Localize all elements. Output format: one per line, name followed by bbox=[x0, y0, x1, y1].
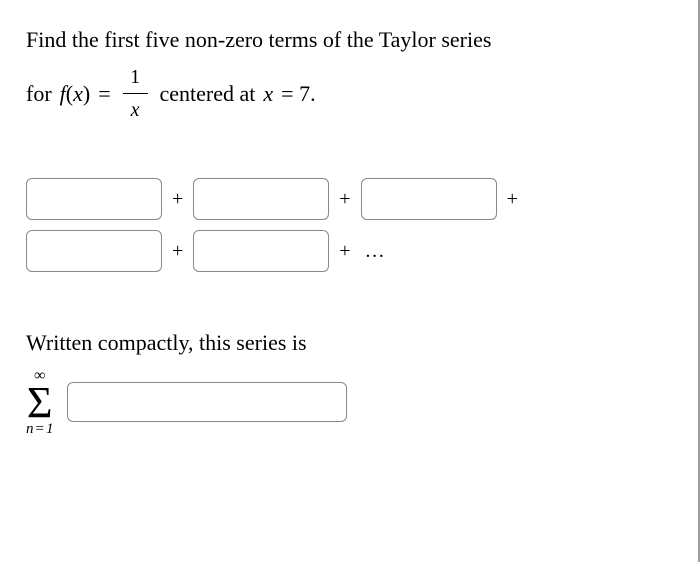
terms-area: + + + + + … bbox=[26, 178, 672, 272]
plus-1: + bbox=[168, 188, 187, 211]
plus-3: + bbox=[503, 188, 522, 211]
series-formula-input[interactable] bbox=[67, 382, 347, 422]
sigma-one: 1 bbox=[46, 421, 54, 437]
sigma-notation: ∞ Σ n=1 bbox=[26, 368, 53, 436]
term-input-3[interactable] bbox=[361, 178, 497, 220]
for-text: for bbox=[26, 76, 52, 111]
fraction-denominator: x bbox=[123, 93, 148, 126]
sigma-symbol: Σ bbox=[27, 384, 53, 421]
eq-value: = 7. bbox=[281, 76, 315, 111]
terms-row-2: + + … bbox=[26, 230, 672, 272]
terms-row-1: + + + bbox=[26, 178, 672, 220]
term-input-5[interactable] bbox=[193, 230, 329, 272]
term-input-2[interactable] bbox=[193, 178, 329, 220]
sigma-row: ∞ Σ n=1 bbox=[26, 368, 672, 436]
centered-text: centered at bbox=[160, 76, 256, 111]
plus-5: + bbox=[335, 240, 354, 263]
plus-2: + bbox=[335, 188, 354, 211]
written-compactly-label: Written compactly, this series is bbox=[26, 330, 672, 356]
ellipsis: … bbox=[361, 240, 391, 263]
term-input-4[interactable] bbox=[26, 230, 162, 272]
problem-line-2: for f(x) = 1 x centered at x = 7. bbox=[26, 61, 672, 126]
var-x: x bbox=[263, 76, 273, 111]
equals-sign: = bbox=[98, 76, 110, 111]
sigma-eq: = bbox=[34, 421, 46, 437]
plus-4: + bbox=[168, 240, 187, 263]
sigma-lower: n=1 bbox=[26, 422, 53, 437]
paren-close: ) bbox=[83, 81, 90, 106]
fraction-numerator: 1 bbox=[126, 61, 144, 93]
term-input-1[interactable] bbox=[26, 178, 162, 220]
problem-line-1: Find the first five non-zero terms of th… bbox=[26, 22, 672, 57]
paren-open: ( bbox=[66, 81, 73, 106]
func-arg: x bbox=[73, 81, 83, 106]
sigma-n: n bbox=[26, 421, 34, 437]
fraction: 1 x bbox=[123, 61, 148, 126]
